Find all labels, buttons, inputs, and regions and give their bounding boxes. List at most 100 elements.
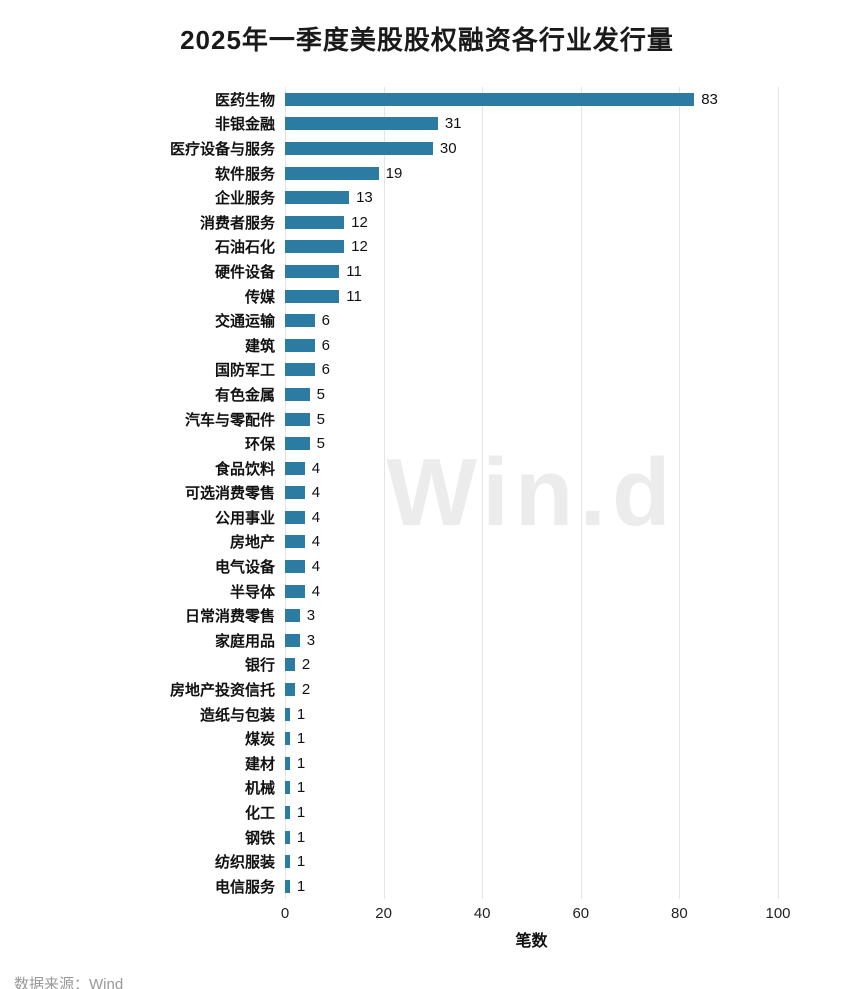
category-label: 公用事业 <box>214 509 275 527</box>
chart-row: 机械 1 <box>0 776 854 801</box>
x-tick-label: 40 <box>473 904 491 922</box>
bar-track: 3 <box>285 607 778 625</box>
value-label: 4 <box>311 533 321 551</box>
category-label: 钢铁 <box>244 829 275 847</box>
x-tick-label: 100 <box>765 904 791 922</box>
chart-row: 非银金融 31 <box>0 112 854 137</box>
chart-row: 有色金属 5 <box>0 382 854 407</box>
bar-track: 2 <box>285 657 778 672</box>
value-label: 2 <box>301 681 311 699</box>
category-label: 硬件设备 <box>214 263 275 281</box>
bar <box>285 584 305 598</box>
category-label: 消费者服务 <box>199 214 275 232</box>
chart-row: 消费者服务 12 <box>0 210 854 235</box>
bar-track: 1 <box>285 705 778 723</box>
category-label: 电信服务 <box>214 878 275 896</box>
bar-track: 5 <box>285 412 778 427</box>
value-label: 4 <box>311 508 321 526</box>
chart-row: 软件服务 19 <box>0 161 854 186</box>
value-label: 5 <box>316 435 325 453</box>
bar-track: 1 <box>285 854 778 869</box>
bar <box>285 387 310 401</box>
value-label: 6 <box>321 312 330 330</box>
chart-row: 房地产投资信托 2 <box>0 677 854 702</box>
bar-track: 4 <box>285 559 778 574</box>
bar <box>285 535 305 549</box>
chart-row: 家庭用品 3 <box>0 628 854 653</box>
category-label: 电气设备 <box>214 559 275 577</box>
chart-row: 食品饮料 4 <box>0 456 854 481</box>
bar-track: 4 <box>285 459 778 477</box>
category-label: 非银金融 <box>214 116 275 134</box>
bar <box>285 264 340 278</box>
bar <box>285 609 300 623</box>
category-label: 家庭用品 <box>214 632 275 650</box>
chart-row: 公用事业 4 <box>0 505 854 530</box>
category-label: 交通运输 <box>214 313 275 331</box>
chart-row: 建筑 6 <box>0 333 854 358</box>
value-label: 13 <box>356 189 373 207</box>
value-label: 1 <box>296 754 306 772</box>
chart-row: 传媒 11 <box>0 284 854 309</box>
bar-track: 1 <box>285 779 778 797</box>
bar <box>285 560 305 574</box>
chart-row: 银行 2 <box>0 653 854 678</box>
chart-row: 硬件设备 11 <box>0 259 854 284</box>
bar-track: 6 <box>285 312 778 330</box>
chart-row: 电气设备 4 <box>0 554 854 579</box>
bar <box>285 830 290 844</box>
gridline <box>679 87 681 899</box>
category-label: 银行 <box>244 657 275 675</box>
value-label: 3 <box>306 631 316 649</box>
category-label: 食品饮料 <box>214 460 275 478</box>
chart-row: 交通运输 6 <box>0 308 854 333</box>
value-label: 83 <box>701 90 718 108</box>
value-label: 6 <box>321 361 330 379</box>
bar-track: 5 <box>285 387 778 402</box>
bar-track: 19 <box>285 166 778 181</box>
plot-region: Win.d 医药生物 83 非银金融 31 医疗设备与服务 30 软件服务 19 企业服务 13 消… <box>0 87 854 899</box>
bar <box>285 412 310 426</box>
bar <box>285 879 290 893</box>
bar-track: 13 <box>285 189 778 207</box>
value-label: 12 <box>351 213 368 231</box>
bar <box>285 732 290 746</box>
category-label: 石油石化 <box>214 239 275 257</box>
bar-track: 83 <box>285 90 778 108</box>
value-label: 1 <box>296 705 306 723</box>
bar <box>285 437 310 451</box>
value-label: 1 <box>296 779 306 797</box>
x-axis-label: 笔数 <box>515 932 548 950</box>
bar-track: 30 <box>285 141 778 156</box>
chart-row: 医药生物 83 <box>0 87 854 112</box>
value-label: 4 <box>311 459 321 477</box>
value-label: 1 <box>296 730 306 748</box>
x-tick-label: 80 <box>671 904 688 922</box>
bar-track: 3 <box>285 631 778 649</box>
bar-track: 4 <box>285 584 778 599</box>
chart-row: 企业服务 13 <box>0 185 854 210</box>
category-label: 机械 <box>244 780 275 798</box>
wind-watermark: Win.d <box>386 438 677 546</box>
bar <box>285 633 300 647</box>
category-label: 纺织服装 <box>214 854 275 872</box>
category-label: 传媒 <box>244 288 275 306</box>
bar-track: 4 <box>285 508 778 526</box>
chart-row: 汽车与零配件 5 <box>0 407 854 432</box>
chart-row: 半导体 4 <box>0 579 854 604</box>
gridline <box>778 87 779 899</box>
value-label: 12 <box>351 238 368 256</box>
value-label: 3 <box>306 607 316 625</box>
category-label: 医药生物 <box>214 91 275 109</box>
bar <box>285 191 350 205</box>
chart-row: 可选消费零售 4 <box>0 481 854 506</box>
bar <box>285 756 290 770</box>
chart-title: 2025年一季度美股股权融资各行业发行量 <box>180 25 674 55</box>
data-source-note: 数据来源：Wind <box>14 975 124 989</box>
chart-row: 纺织服装 1 <box>0 849 854 874</box>
bar-track: 12 <box>285 238 778 256</box>
bar <box>285 215 345 229</box>
gridline <box>482 87 484 899</box>
bar-track: 12 <box>285 213 778 231</box>
bar <box>285 240 345 254</box>
